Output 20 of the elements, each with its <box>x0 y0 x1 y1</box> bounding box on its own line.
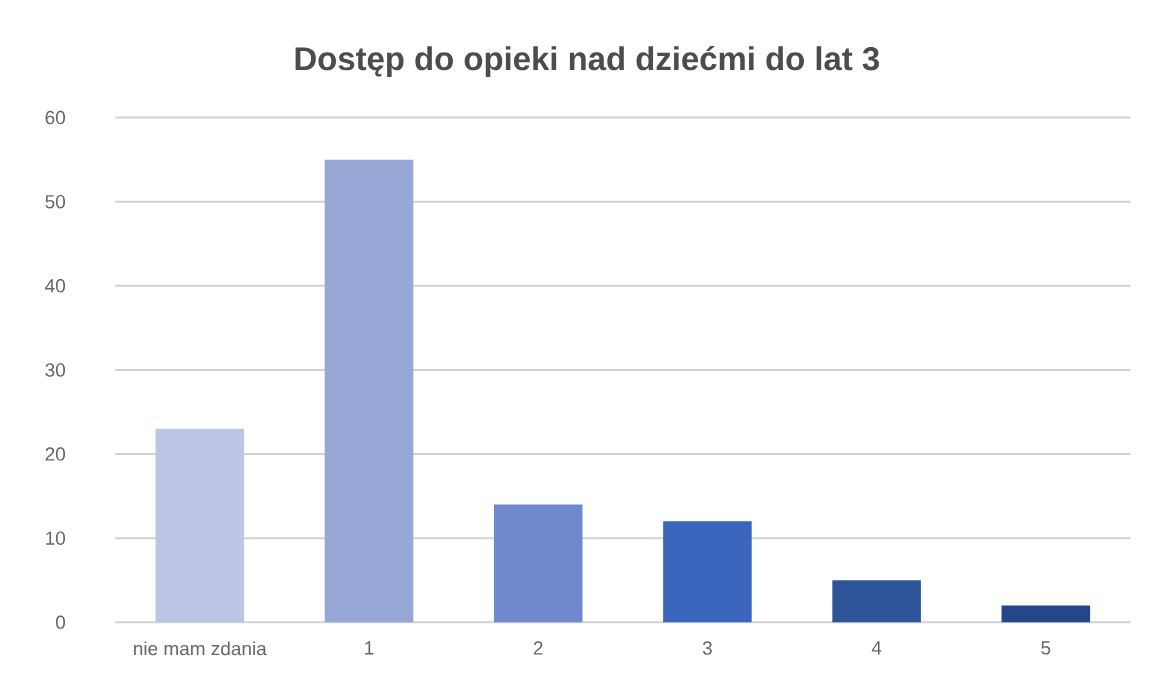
x-tick-label: 2 <box>533 641 543 655</box>
bar <box>1001 605 1091 623</box>
y-tick-label: 30 <box>45 363 66 377</box>
y-tick-label: 60 <box>45 110 66 125</box>
bar <box>324 159 414 623</box>
x-tick-label: 4 <box>871 641 882 655</box>
bar <box>155 428 245 623</box>
y-tick-label: 10 <box>46 531 66 545</box>
x-tick-label: 5 <box>1041 641 1051 655</box>
x-tick-label: 3 <box>702 641 712 655</box>
y-tick-label: 50 <box>45 194 66 209</box>
bar <box>663 521 752 623</box>
chart-title: Dostęp do opieki nad dziećmi do lat 3 <box>295 45 879 77</box>
y-tick-label: 40 <box>45 279 66 293</box>
x-tick-label: 1 <box>365 641 374 655</box>
bar <box>832 580 921 623</box>
bar <box>493 504 583 623</box>
y-tick-label: 20 <box>45 447 66 461</box>
x-tick-label: nie mam zdania <box>134 641 267 656</box>
y-tick-label: 0 <box>55 615 66 630</box>
